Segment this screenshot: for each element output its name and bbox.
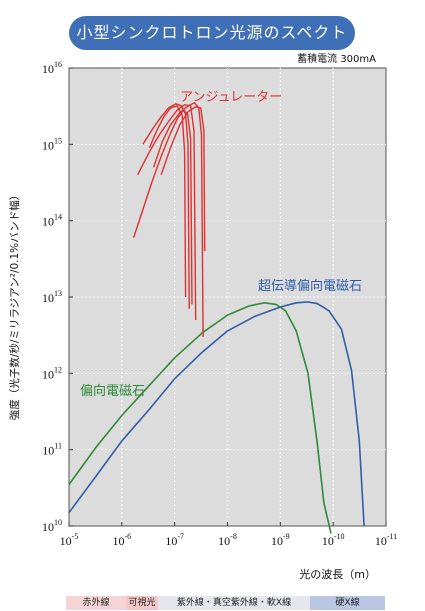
band-label: 硬X線 xyxy=(335,598,360,608)
x-tick-label: 10-7 xyxy=(165,532,184,548)
band-4 xyxy=(310,596,385,610)
x-tick-label: 10-9 xyxy=(271,532,290,548)
band-2 xyxy=(126,596,158,610)
y-tick-label: 1011 xyxy=(42,442,62,458)
chart-annotation: 超伝導偏向電磁石 xyxy=(258,278,362,294)
x-tick-label: 10-11 xyxy=(375,532,397,548)
x-tick-label: 10-6 xyxy=(112,532,131,548)
chart-annotation: アンジュレーター xyxy=(180,90,282,105)
y-tick-label: 1013 xyxy=(42,289,62,305)
undulator-line xyxy=(152,102,204,337)
title-banner xyxy=(69,16,355,50)
y-tick-label: 1016 xyxy=(42,60,62,76)
x-tick-label: 10-5 xyxy=(60,532,79,548)
undulator-line xyxy=(142,103,190,309)
undulator-line xyxy=(160,106,206,252)
band-1 xyxy=(66,596,126,610)
series-line xyxy=(68,301,332,534)
chart-annotation: 偏向電磁石 xyxy=(80,383,145,399)
band-label: 赤外線 xyxy=(82,598,110,608)
undulator-line xyxy=(148,105,187,298)
band-3 xyxy=(158,596,310,610)
y-tick-label: 1012 xyxy=(42,365,62,381)
x-axis-label: 光の波長（m） xyxy=(299,567,376,581)
undulator-line xyxy=(137,104,197,321)
x-tick-label: 10-10 xyxy=(322,532,345,548)
undulator-line xyxy=(132,109,193,305)
y-tick-label: 1015 xyxy=(42,136,62,152)
y-axis-label: 強度（光子数/秒/ミリラジアン²/0.1%バンド幅） xyxy=(8,190,21,420)
current-note: 蓄積電流 300mA xyxy=(297,52,376,65)
y-tick-label: 1014 xyxy=(42,213,62,229)
x-tick-label: 10-8 xyxy=(218,532,237,548)
series-line xyxy=(68,301,365,527)
y-tick-label: 1010 xyxy=(42,518,62,534)
band-label: 可視光 xyxy=(128,598,156,608)
band-label: 紫外線・真空紫外線・軟X線 xyxy=(176,598,292,608)
